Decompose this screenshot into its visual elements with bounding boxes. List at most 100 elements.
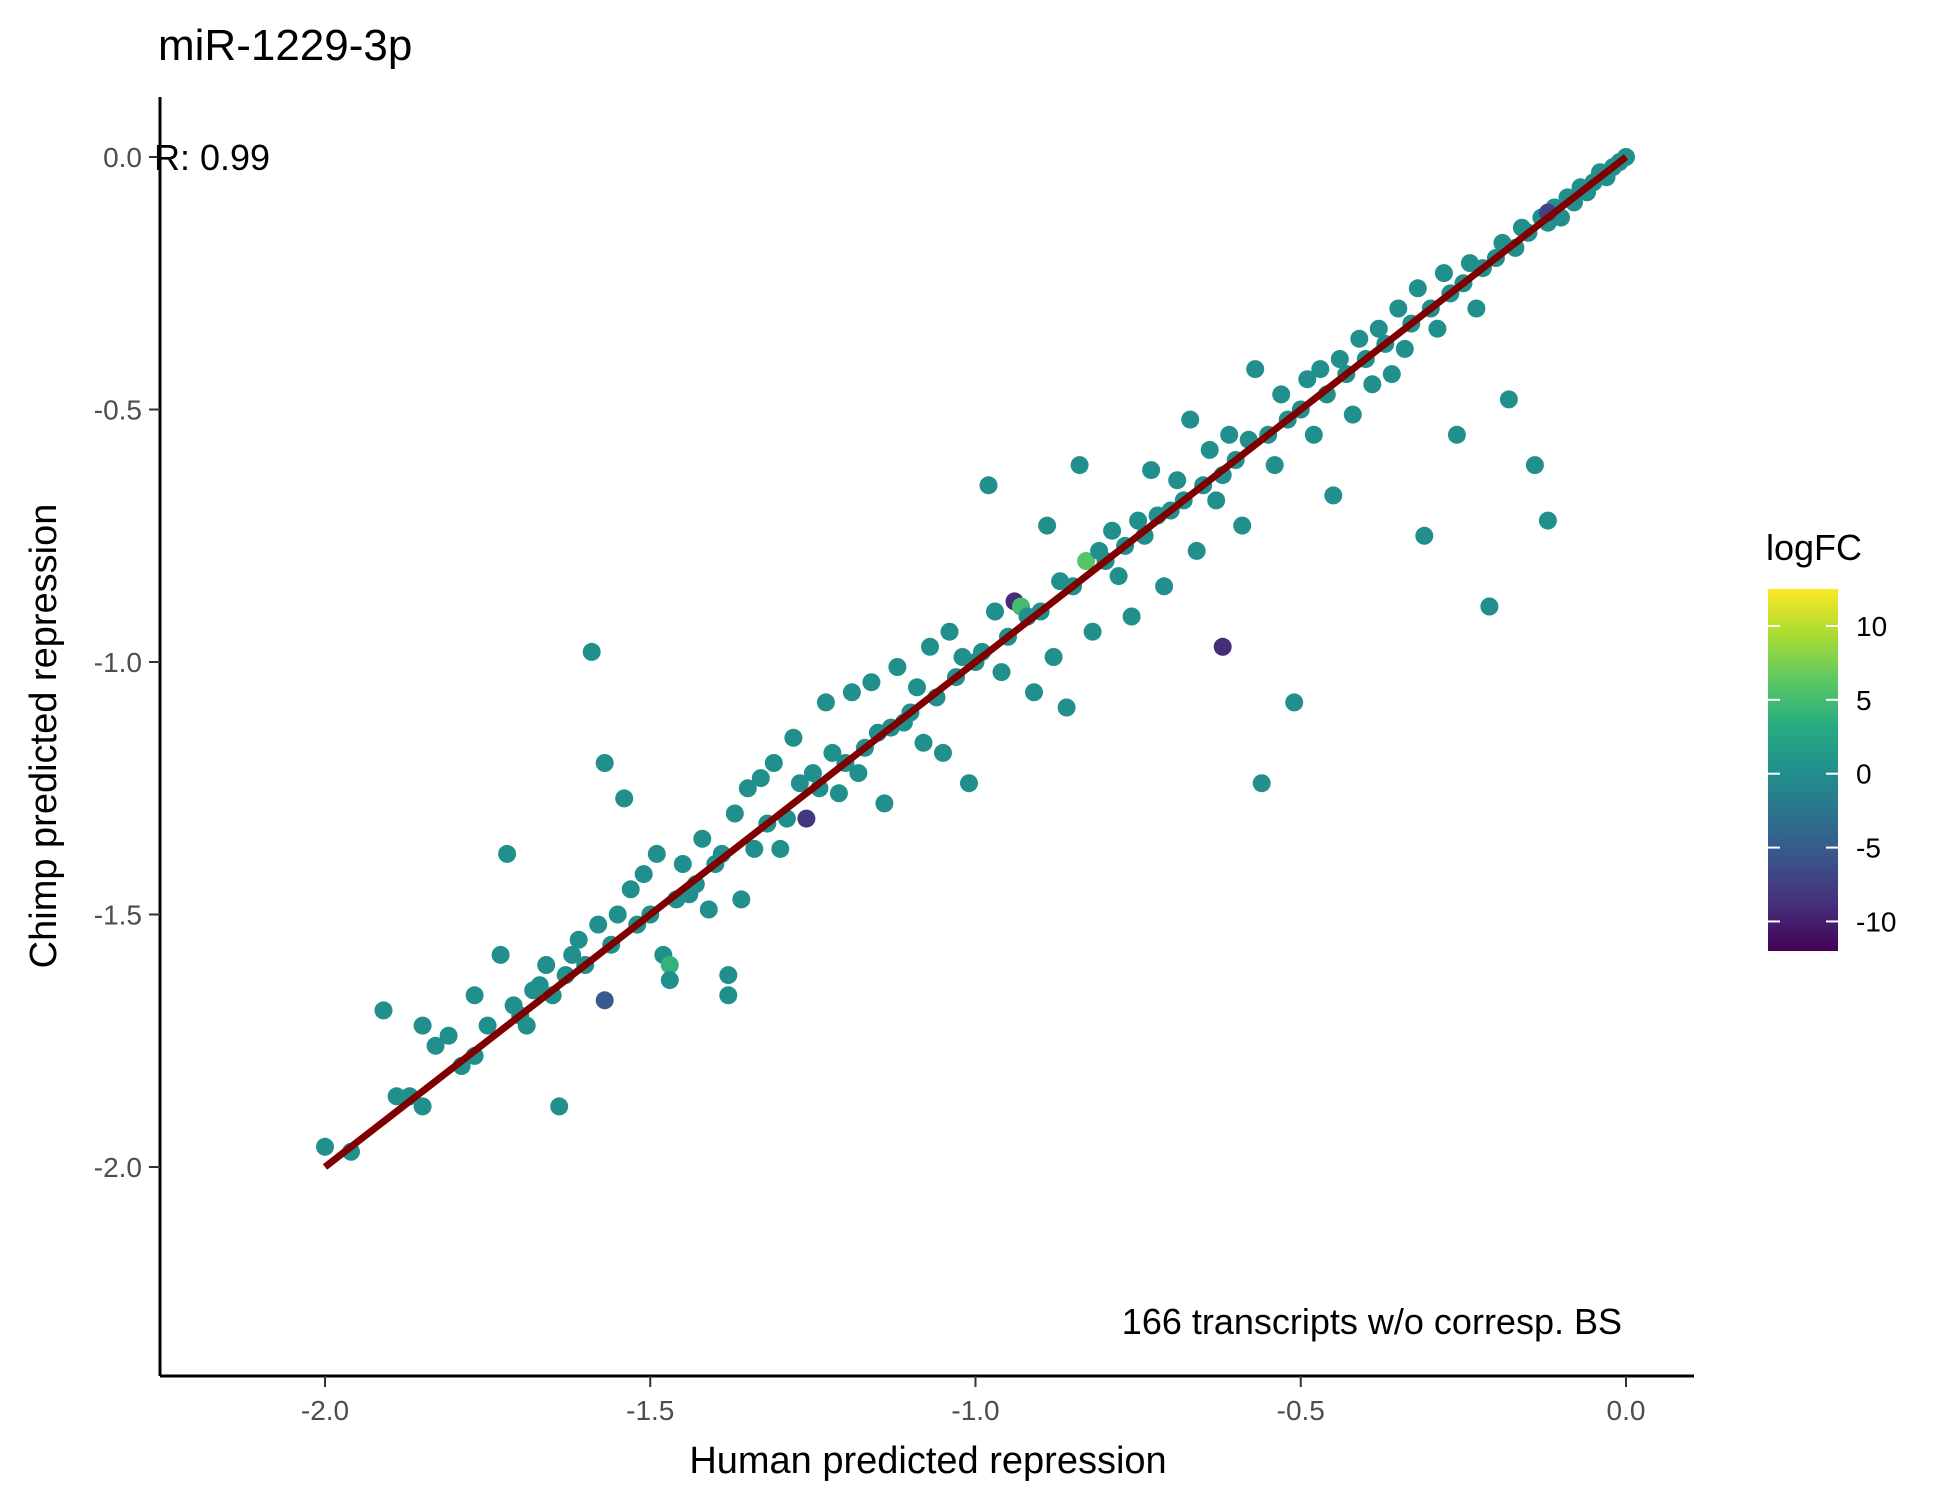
data-point	[608, 905, 627, 924]
data-point	[764, 754, 783, 772]
data-point	[1467, 299, 1486, 318]
data-point	[1025, 683, 1043, 702]
color-legend: logFC 10 5 0 -5 -10	[1766, 527, 1896, 951]
y-tick-label: -1.0	[94, 647, 142, 678]
data-point	[1330, 350, 1349, 368]
data-point	[1109, 567, 1128, 586]
data-point	[621, 880, 640, 899]
data-point	[595, 991, 614, 1010]
data-point	[719, 966, 738, 985]
data-point	[647, 844, 666, 863]
data-point	[888, 658, 907, 676]
data-point	[1480, 597, 1499, 616]
data-point	[1311, 360, 1330, 379]
data-point	[1285, 693, 1304, 712]
data-point	[1246, 360, 1265, 379]
colorbar-ticks: 10 5 0 -5 -10	[1768, 611, 1896, 937]
colorbar-tick-label: 0	[1856, 759, 1872, 790]
data-point	[914, 733, 933, 752]
y-tick-label: -0.5	[94, 395, 142, 426]
data-point	[426, 1036, 445, 1055]
data-point	[1499, 390, 1518, 409]
data-point	[992, 663, 1011, 682]
data-point	[569, 930, 588, 949]
data-point	[1077, 552, 1096, 570]
colorbar-tick-label: -10	[1856, 906, 1896, 937]
data-point	[784, 728, 803, 747]
data-point	[1324, 486, 1343, 505]
data-point	[595, 754, 614, 772]
y-tick-label: -1.5	[94, 900, 142, 931]
data-point	[1252, 774, 1271, 793]
data-point	[732, 890, 751, 909]
y-tick-label: 0.0	[103, 142, 142, 173]
data-point	[465, 986, 484, 1005]
data-point	[1070, 456, 1089, 475]
data-point	[491, 945, 510, 964]
data-point	[530, 976, 549, 995]
data-point	[751, 769, 770, 788]
data-point	[738, 779, 757, 798]
data-point	[745, 839, 764, 858]
data-point	[725, 804, 744, 823]
data-point	[1369, 319, 1388, 338]
data-point	[908, 678, 926, 697]
data-point	[498, 844, 517, 863]
data-point	[634, 865, 653, 884]
x-tick-label: -2.0	[301, 1395, 349, 1426]
data-point	[1434, 264, 1453, 283]
data-point	[1181, 410, 1200, 429]
data-point	[374, 1001, 393, 1020]
y-axis-title: Chimp predicted repression	[23, 504, 65, 969]
data-point	[316, 1137, 334, 1156]
colorbar-tick-label: -5	[1856, 833, 1881, 864]
data-point	[563, 945, 582, 964]
fit-line	[322, 154, 1629, 1170]
data-point	[387, 1087, 406, 1106]
data-point	[1343, 405, 1362, 424]
data-point	[1428, 319, 1447, 338]
data-point	[1103, 521, 1122, 540]
data-point	[1272, 385, 1291, 404]
data-point	[413, 1016, 432, 1035]
data-point	[673, 855, 692, 873]
data-point	[1447, 425, 1466, 444]
data-point	[797, 809, 816, 828]
data-point	[660, 956, 679, 974]
data-point	[478, 1016, 497, 1035]
data-point	[986, 602, 1004, 621]
data-point	[1304, 425, 1323, 444]
data-point	[1538, 511, 1557, 530]
data-point	[940, 622, 959, 641]
x-tick-label: -1.0	[951, 1395, 999, 1426]
data-point	[550, 1097, 569, 1116]
data-point	[1187, 541, 1206, 560]
colorbar-tick-label: 10	[1856, 611, 1887, 642]
data-point	[439, 1026, 458, 1045]
data-point	[1233, 516, 1252, 535]
data-point	[1129, 511, 1148, 530]
data-point	[842, 683, 861, 702]
data-point	[1525, 456, 1544, 475]
data-point	[537, 956, 556, 974]
data-point	[803, 764, 822, 783]
correlation-label: R: 0.99	[154, 137, 270, 178]
data-point	[517, 1016, 536, 1035]
data-point	[719, 986, 738, 1005]
data-point	[1382, 365, 1401, 384]
colorbar-tick-label: 5	[1856, 685, 1872, 716]
data-point	[660, 971, 679, 990]
data-point	[1220, 425, 1239, 444]
data-point	[771, 839, 790, 858]
data-point	[1155, 577, 1174, 596]
x-tick-label: -1.5	[626, 1395, 674, 1426]
data-point	[615, 789, 634, 808]
chart-title: miR-1229-3p	[158, 21, 412, 70]
data-point	[829, 784, 848, 803]
data-point	[699, 900, 718, 919]
data-point	[1142, 461, 1161, 480]
x-ticks: -2.0 -1.5 -1.0 -0.5 0.0	[301, 1376, 1645, 1426]
data-point	[960, 774, 978, 793]
data-point	[1083, 622, 1102, 641]
